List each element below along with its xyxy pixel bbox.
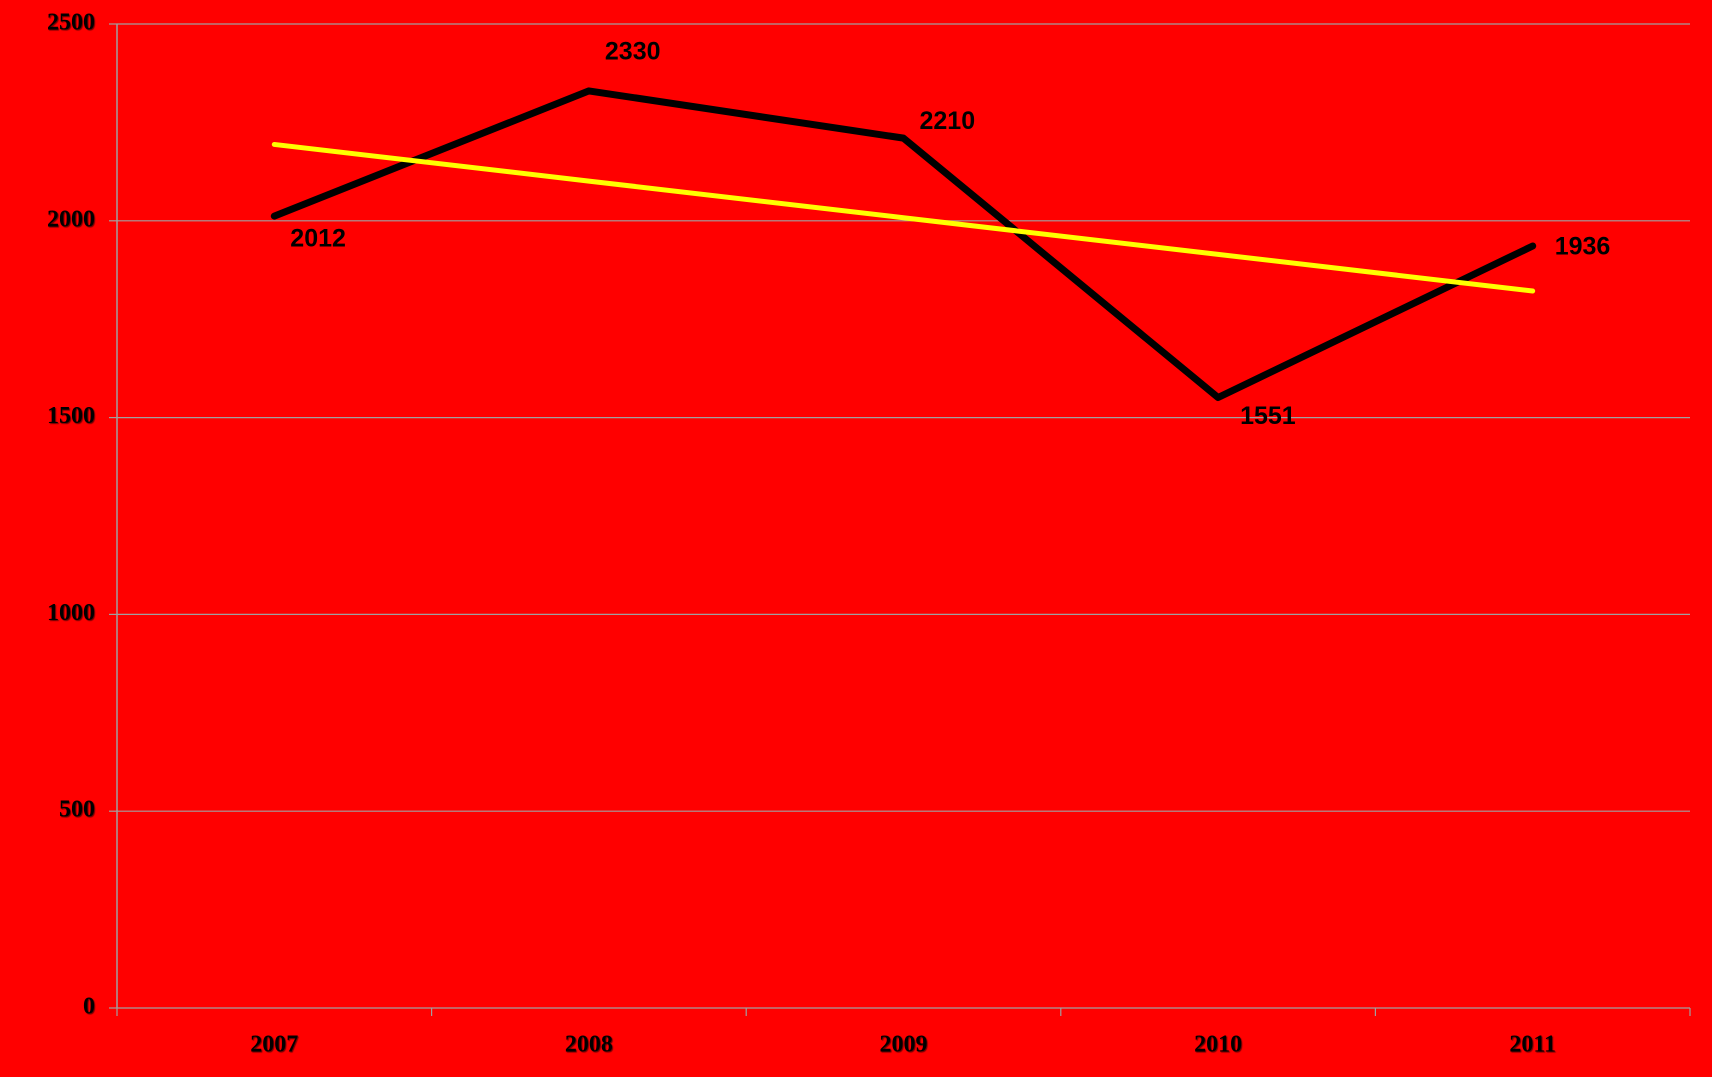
x-tick-label: 2010 xyxy=(1194,1032,1242,1058)
x-tick-label: 2009 xyxy=(880,1032,928,1058)
x-tick-label: 2011 xyxy=(1509,1032,1556,1058)
data-label: 2012 xyxy=(290,225,346,253)
data-label: 2210 xyxy=(920,107,976,135)
data-label: 1936 xyxy=(1555,233,1611,261)
trend-line xyxy=(271,141,1536,294)
y-tick-label: 2500 xyxy=(47,10,95,36)
y-tick-label: 1000 xyxy=(47,600,95,626)
x-tick-label: 2008 xyxy=(565,1032,613,1058)
data-label: 2330 xyxy=(605,38,661,66)
y-tick-label: 500 xyxy=(59,797,95,823)
data-line xyxy=(270,87,1537,402)
data-label: 1551 xyxy=(1240,402,1296,430)
x-tick-label: 2007 xyxy=(250,1032,298,1058)
y-tick-label: 0 xyxy=(83,994,95,1020)
y-tick-label: 1500 xyxy=(47,403,95,429)
y-tick-label: 2000 xyxy=(47,206,95,232)
